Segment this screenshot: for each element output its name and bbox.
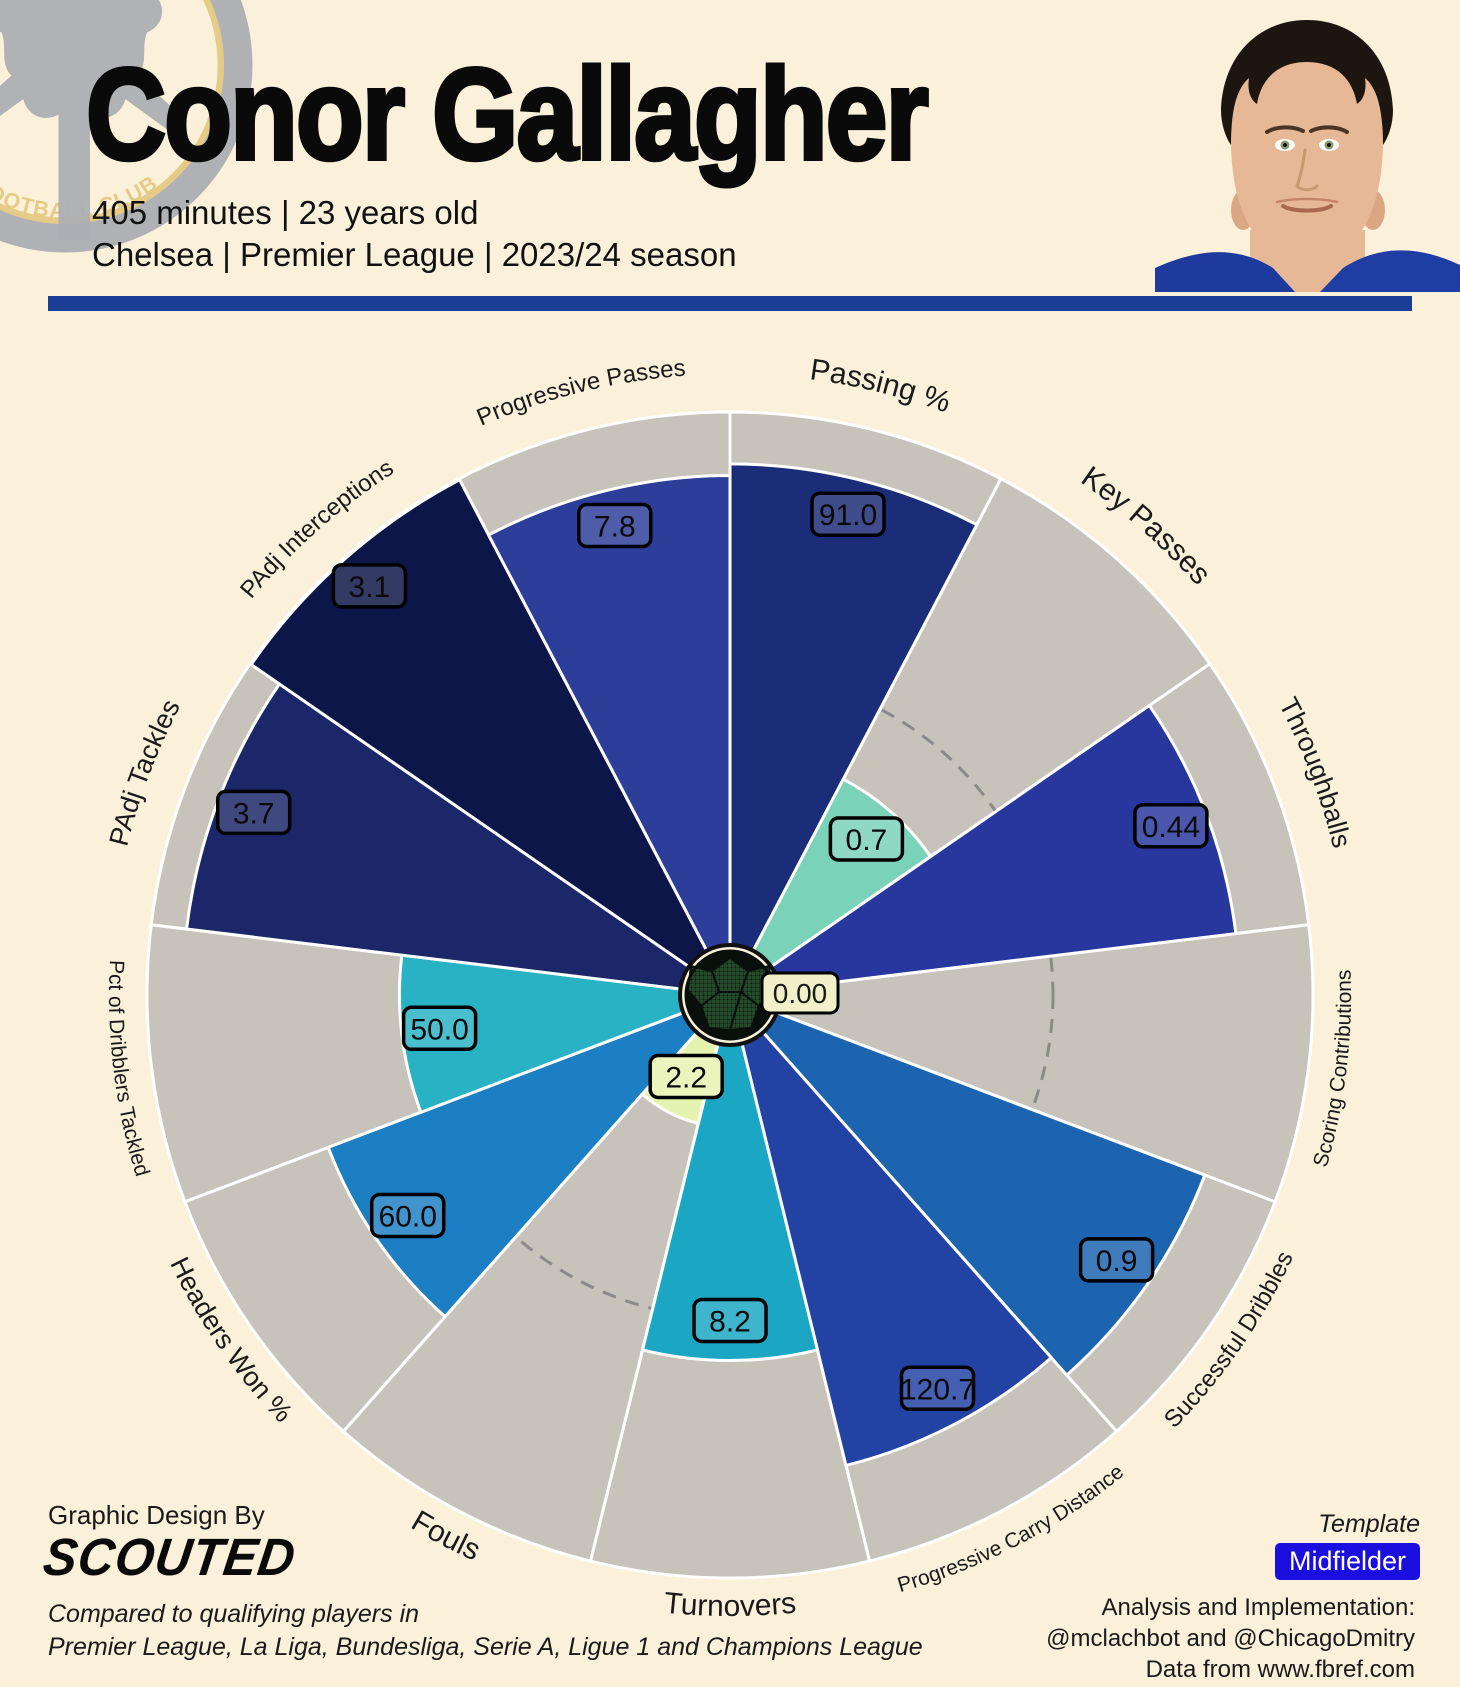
svg-text:0.9: 0.9 [1096, 1245, 1138, 1278]
svg-text:8.2: 8.2 [709, 1306, 751, 1339]
svg-text:2.2: 2.2 [665, 1062, 707, 1095]
svg-text:Passing %: Passing % [808, 353, 955, 419]
svg-text:3.7: 3.7 [233, 797, 275, 830]
svg-text:7.8: 7.8 [594, 511, 636, 544]
svg-text:Scoring Contributions: Scoring Contributions [1309, 969, 1356, 1169]
svg-text:0.00: 0.00 [773, 978, 828, 1009]
svg-text:60.0: 60.0 [379, 1201, 437, 1234]
svg-text:120.7: 120.7 [900, 1373, 975, 1406]
svg-text:3.1: 3.1 [349, 571, 391, 604]
svg-text:0.7: 0.7 [846, 824, 888, 857]
svg-text:91.0: 91.0 [819, 499, 877, 532]
svg-text:0.44: 0.44 [1142, 811, 1200, 844]
svg-text:50.0: 50.0 [410, 1013, 468, 1046]
